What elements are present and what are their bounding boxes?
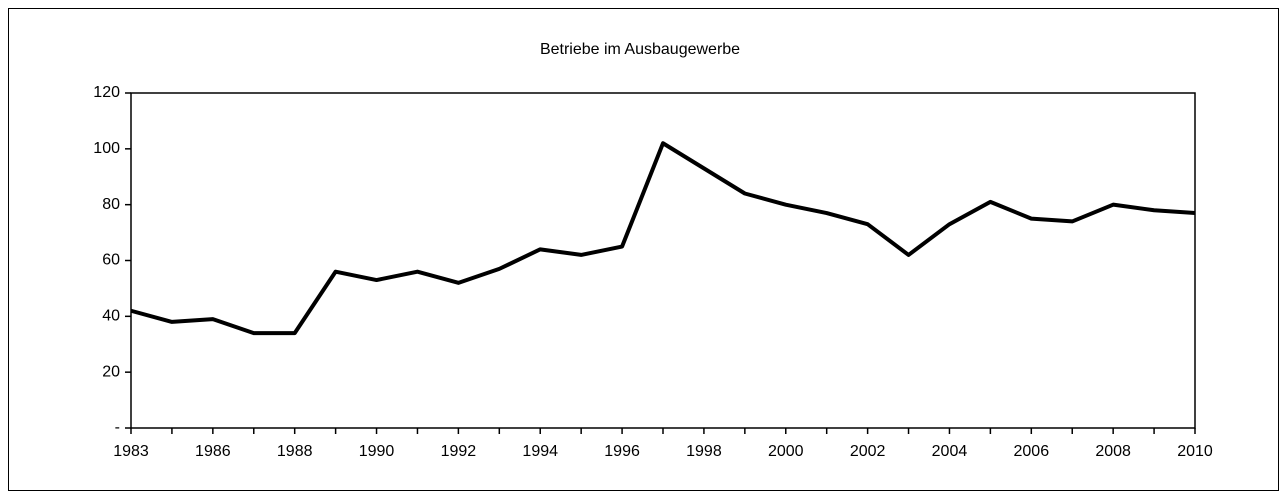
- y-tick-label: 100: [93, 140, 120, 157]
- x-tick-label: 1998: [686, 443, 722, 460]
- y-tick-label: 80: [102, 196, 120, 213]
- y-tick-label: -: [115, 419, 120, 436]
- x-tick-label: 2004: [932, 443, 968, 460]
- data-line: [130, 141, 1196, 336]
- chart-title: Betriebe im Ausbaugewerbe: [540, 41, 740, 58]
- x-tick-label: 2008: [1095, 443, 1131, 460]
- x-tick-label: 1992: [441, 443, 477, 460]
- x-tick-label: 2002: [850, 443, 886, 460]
- x-tick-label: 2000: [768, 443, 804, 460]
- chart-border: [8, 8, 1279, 491]
- x-tick-label: 1983: [113, 443, 149, 460]
- x-tick-label: 2006: [1014, 443, 1050, 460]
- x-tick-label: 1988: [277, 443, 313, 460]
- x-tick-label: 1986: [195, 443, 231, 460]
- y-tick-label: 120: [93, 84, 120, 101]
- x-tick-label: 1994: [522, 443, 558, 460]
- x-tick-label: 2010: [1177, 443, 1213, 460]
- x-tick-label: 1990: [359, 443, 395, 460]
- y-tick-label: 40: [102, 308, 120, 325]
- x-tick-label: 1996: [604, 443, 640, 460]
- y-tick-label: 20: [102, 363, 120, 380]
- y-tick-label: 60: [102, 252, 120, 269]
